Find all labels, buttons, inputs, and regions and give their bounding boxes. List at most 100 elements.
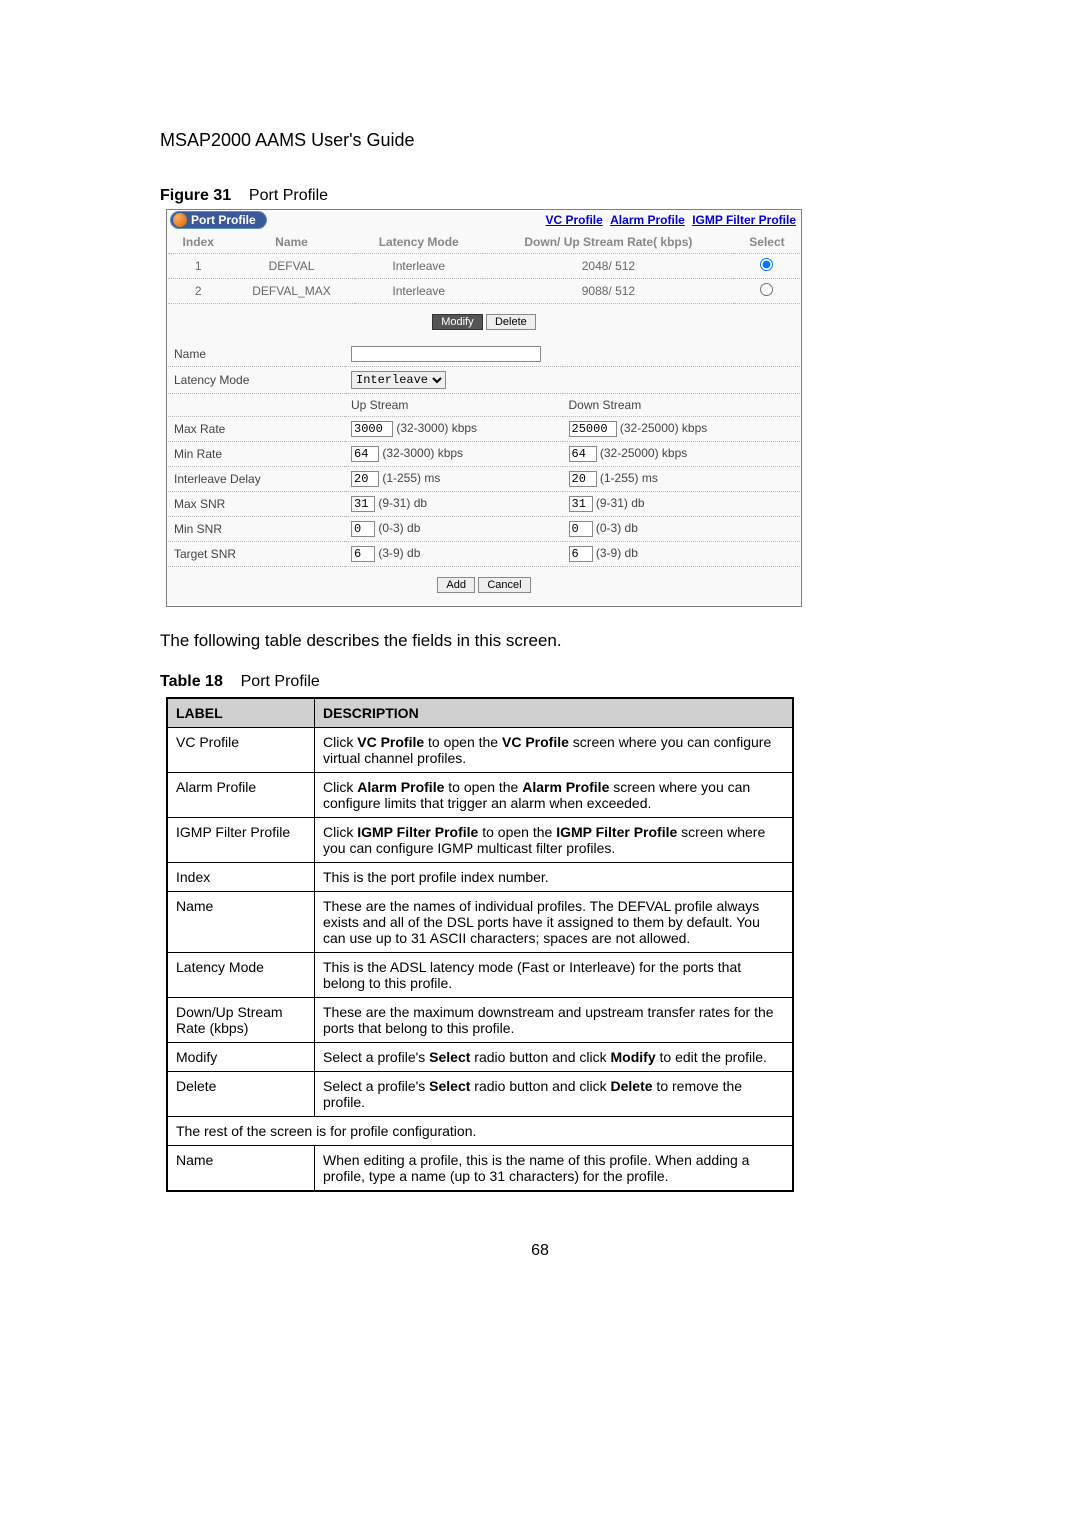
cell-rate: 9088/ 512 xyxy=(483,279,734,304)
desc-text: These are the names of individual profil… xyxy=(315,892,794,953)
minsnr-up-input[interactable] xyxy=(351,521,375,537)
table-row: 1 DEFVAL Interleave 2048/ 512 xyxy=(168,254,800,279)
modify-button[interactable]: Modify xyxy=(432,314,482,330)
profile-list-table: Index Name Latency Mode Down/ Up Stream … xyxy=(168,231,800,304)
desc-label: Latency Mode xyxy=(167,953,315,998)
cell-name: DEFVAL_MAX xyxy=(228,279,354,304)
cell-name: DEFVAL xyxy=(228,254,354,279)
maxrate-up-input[interactable] xyxy=(351,421,393,437)
desc-text: This is the ADSL latency mode (Fast or I… xyxy=(315,953,794,998)
profile-form: Name Latency Mode Interleave Up Stream D… xyxy=(168,342,800,567)
table-caption-text: Port Profile xyxy=(241,673,320,690)
maxsnr-down-input[interactable] xyxy=(569,496,593,512)
maxsnr-up-input[interactable] xyxy=(351,496,375,512)
desc-text: Click IGMP Filter Profile to open the IG… xyxy=(315,818,794,863)
table-row: 2 DEFVAL_MAX Interleave 9088/ 512 xyxy=(168,279,800,304)
header-label: LABEL xyxy=(167,698,315,728)
interleave-label: Interleave Delay xyxy=(168,467,345,492)
desc-span-row: The rest of the screen is for profile co… xyxy=(167,1117,793,1146)
target-label: Target SNR xyxy=(168,542,345,567)
name-input[interactable] xyxy=(351,346,541,362)
desc-label: Name xyxy=(167,1146,315,1192)
figure-caption: Figure 31 Port Profile xyxy=(160,187,920,205)
target-up-input[interactable] xyxy=(351,546,375,562)
maxrate-up-hint: (32-3000) kbps xyxy=(396,421,477,435)
target-up-hint: (3-9) db xyxy=(378,546,420,560)
desc-label: Down/Up Stream Rate (kbps) xyxy=(167,998,315,1043)
desc-text: Select a profile's Select radio button a… xyxy=(315,1043,794,1072)
maxrate-down-hint: (32-25000) kbps xyxy=(620,421,707,435)
latency-label: Latency Mode xyxy=(168,367,345,394)
interleave-up-input[interactable] xyxy=(351,471,379,487)
col-latency: Latency Mode xyxy=(355,231,483,254)
desc-text: Click Alarm Profile to open the Alarm Pr… xyxy=(315,773,794,818)
target-down-hint: (3-9) db xyxy=(596,546,638,560)
desc-label: Alarm Profile xyxy=(167,773,315,818)
desc-text: This is the port profile index number. xyxy=(315,863,794,892)
profile-links: VC Profile Alarm Profile IGMP Filter Pro… xyxy=(541,213,796,227)
latency-select[interactable]: Interleave xyxy=(351,371,446,389)
port-profile-screenshot: Port Profile VC Profile Alarm Profile IG… xyxy=(166,209,802,607)
minsnr-up-hint: (0-3) db xyxy=(378,521,420,535)
desc-label: Index xyxy=(167,863,315,892)
interleave-down-hint: (1-255) ms xyxy=(600,471,658,485)
guide-title: MSAP2000 AAMS User's Guide xyxy=(160,130,920,151)
interleave-up-hint: (1-255) ms xyxy=(382,471,440,485)
cancel-button[interactable]: Cancel xyxy=(478,577,530,593)
target-down-input[interactable] xyxy=(569,546,593,562)
orb-icon xyxy=(173,213,187,227)
col-name: Name xyxy=(228,231,354,254)
table-caption: Table 18 Port Profile xyxy=(160,673,920,691)
minsnr-down-input[interactable] xyxy=(569,521,593,537)
delete-button[interactable]: Delete xyxy=(486,314,536,330)
body-intro-text: The following table describes the fields… xyxy=(160,631,920,651)
table-label: Table 18 xyxy=(160,673,223,690)
add-button[interactable]: Add xyxy=(437,577,475,593)
desc-text: These are the maximum downstream and ups… xyxy=(315,998,794,1043)
maxrate-down-input[interactable] xyxy=(569,421,617,437)
desc-text: When editing a profile, this is the name… xyxy=(315,1146,794,1192)
page-number: 68 xyxy=(160,1242,920,1260)
col-select: Select xyxy=(734,231,800,254)
cell-index: 2 xyxy=(168,279,228,304)
minrate-down-input[interactable] xyxy=(569,446,597,462)
maxrate-label: Max Rate xyxy=(168,417,345,442)
figure-caption-text: Port Profile xyxy=(249,187,328,204)
igmp-filter-profile-link[interactable]: IGMP Filter Profile xyxy=(692,213,796,227)
desc-label: Name xyxy=(167,892,315,953)
panel-title-text: Port Profile xyxy=(191,213,256,227)
desc-label: Modify xyxy=(167,1043,315,1072)
select-radio[interactable] xyxy=(760,283,773,296)
figure-label: Figure 31 xyxy=(160,187,231,204)
minrate-up-hint: (32-3000) kbps xyxy=(382,446,463,460)
minrate-up-input[interactable] xyxy=(351,446,379,462)
minrate-label: Min Rate xyxy=(168,442,345,467)
header-description: DESCRIPTION xyxy=(315,698,794,728)
name-label: Name xyxy=(168,342,345,367)
minsnr-down-hint: (0-3) db xyxy=(596,521,638,535)
maxsnr-up-hint: (9-31) db xyxy=(378,496,427,510)
maxsnr-label: Max SNR xyxy=(168,492,345,517)
desc-text: Select a profile's Select radio button a… xyxy=(315,1072,794,1117)
col-rate: Down/ Up Stream Rate( kbps) xyxy=(483,231,734,254)
desc-label: Delete xyxy=(167,1072,315,1117)
select-radio[interactable] xyxy=(760,258,773,271)
desc-label: VC Profile xyxy=(167,728,315,773)
desc-text: Click VC Profile to open the VC Profile … xyxy=(315,728,794,773)
down-stream-header: Down Stream xyxy=(563,394,800,417)
panel-title: Port Profile xyxy=(170,211,267,229)
alarm-profile-link[interactable]: Alarm Profile xyxy=(610,213,685,227)
cell-rate: 2048/ 512 xyxy=(483,254,734,279)
desc-label: IGMP Filter Profile xyxy=(167,818,315,863)
cell-latency: Interleave xyxy=(355,279,483,304)
minrate-down-hint: (32-25000) kbps xyxy=(600,446,687,460)
maxsnr-down-hint: (9-31) db xyxy=(596,496,645,510)
interleave-down-input[interactable] xyxy=(569,471,597,487)
up-stream-header: Up Stream xyxy=(345,394,563,417)
cell-index: 1 xyxy=(168,254,228,279)
cell-latency: Interleave xyxy=(355,254,483,279)
col-index: Index xyxy=(168,231,228,254)
description-table: LABEL DESCRIPTION VC Profile Click VC Pr… xyxy=(166,697,794,1192)
vc-profile-link[interactable]: VC Profile xyxy=(545,213,602,227)
minsnr-label: Min SNR xyxy=(168,517,345,542)
